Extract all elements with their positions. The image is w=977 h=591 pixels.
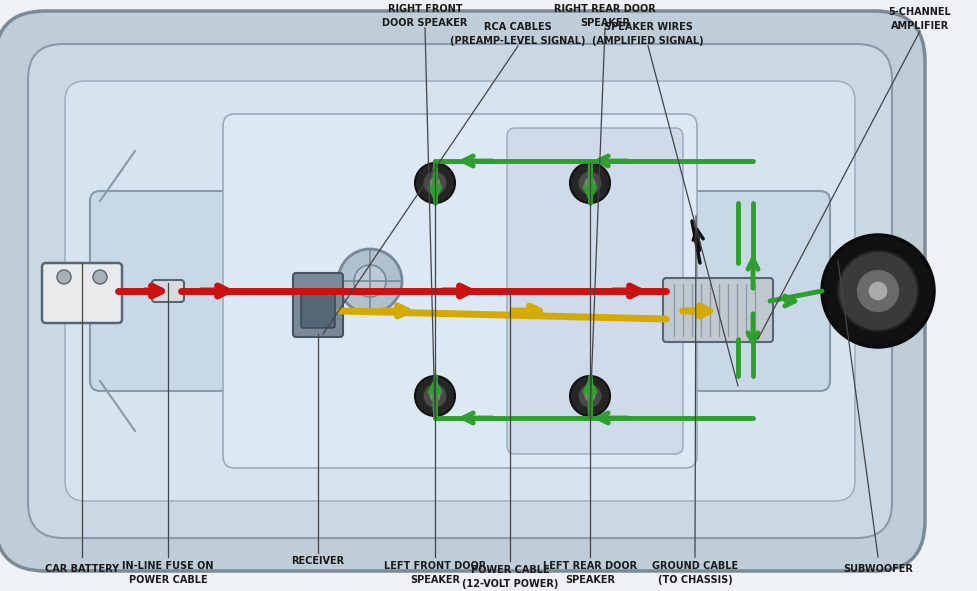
Text: RIGHT FRONT
DOOR SPEAKER: RIGHT FRONT DOOR SPEAKER [382, 4, 467, 28]
Text: CAR BATTERY: CAR BATTERY [45, 564, 119, 574]
Circle shape [577, 384, 602, 408]
Text: RIGHT REAR DOOR
SPEAKER: RIGHT REAR DOOR SPEAKER [554, 4, 656, 28]
FancyBboxPatch shape [90, 191, 230, 391]
Text: RCA CABLES
(PREAMP-LEVEL SIGNAL): RCA CABLES (PREAMP-LEVEL SIGNAL) [449, 22, 585, 46]
FancyBboxPatch shape [223, 114, 697, 468]
Text: RECEIVER: RECEIVER [291, 556, 344, 566]
Text: LEFT REAR DOOR
SPEAKER: LEFT REAR DOOR SPEAKER [542, 561, 636, 584]
Circle shape [583, 390, 595, 402]
Circle shape [429, 177, 441, 189]
FancyBboxPatch shape [42, 263, 122, 323]
Circle shape [429, 390, 441, 402]
FancyBboxPatch shape [28, 44, 891, 538]
Circle shape [338, 249, 402, 313]
Circle shape [93, 270, 106, 284]
Circle shape [855, 269, 899, 313]
Text: 5-CHANNEL
AMPLIFIER: 5-CHANNEL AMPLIFIER [888, 8, 951, 31]
Circle shape [57, 270, 71, 284]
Circle shape [414, 376, 454, 416]
Circle shape [583, 177, 595, 189]
FancyBboxPatch shape [293, 273, 343, 337]
Text: SPEAKER WIRES
(AMPLIFIED SIGNAL): SPEAKER WIRES (AMPLIFIED SIGNAL) [592, 22, 703, 46]
FancyBboxPatch shape [506, 128, 682, 454]
FancyBboxPatch shape [301, 294, 335, 328]
Circle shape [570, 376, 610, 416]
Circle shape [577, 171, 602, 195]
FancyBboxPatch shape [64, 81, 854, 501]
FancyBboxPatch shape [0, 11, 924, 571]
Circle shape [354, 265, 386, 297]
Circle shape [837, 251, 917, 331]
Text: IN-LINE FUSE ON
POWER CABLE: IN-LINE FUSE ON POWER CABLE [122, 561, 214, 584]
Text: SUBWOOFER: SUBWOOFER [842, 564, 912, 574]
Text: LEFT FRONT DOOR
SPEAKER: LEFT FRONT DOOR SPEAKER [384, 561, 486, 584]
Circle shape [423, 171, 446, 195]
Text: POWER CABLE
(12-VOLT POWER): POWER CABLE (12-VOLT POWER) [461, 566, 558, 589]
Text: GROUND CABLE
(TO CHASSIS): GROUND CABLE (TO CHASSIS) [652, 561, 738, 584]
FancyBboxPatch shape [151, 280, 184, 302]
Circle shape [414, 163, 454, 203]
Circle shape [868, 281, 887, 301]
FancyBboxPatch shape [690, 191, 829, 391]
FancyBboxPatch shape [662, 278, 772, 342]
Circle shape [821, 235, 933, 347]
Circle shape [423, 384, 446, 408]
Circle shape [570, 163, 610, 203]
